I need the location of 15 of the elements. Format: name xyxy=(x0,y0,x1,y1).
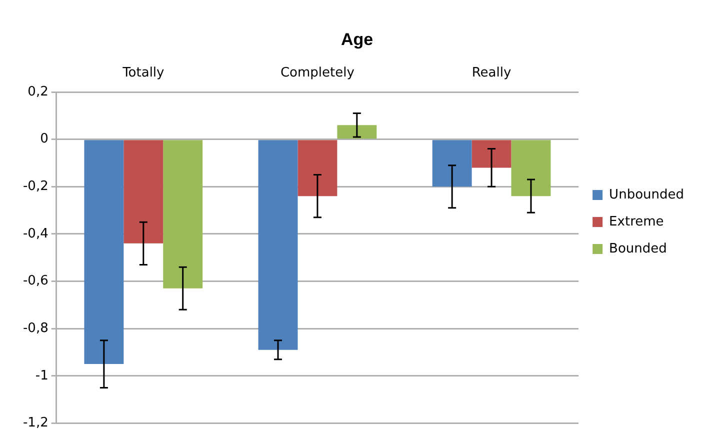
legend-label: Unbounded xyxy=(609,187,684,202)
y-tick-label: -1,2 xyxy=(22,416,48,431)
legend-label: Bounded xyxy=(609,241,667,256)
y-tick-label: -1 xyxy=(35,368,48,384)
x-tick-label: Totally xyxy=(122,66,165,81)
y-tick-label: -0,8 xyxy=(22,320,48,336)
y-tick-label: -0,6 xyxy=(22,274,48,289)
x-tick-label: Completely xyxy=(280,66,355,81)
y-tick-label: 0 xyxy=(40,132,48,147)
legend-label: Extreme xyxy=(609,214,664,230)
chart-title: Age xyxy=(340,30,374,49)
y-tick-label: -0,4 xyxy=(22,226,48,242)
y-tick-label: -0,2 xyxy=(22,179,48,194)
y-tick-label: 0,2 xyxy=(28,84,48,100)
x-tick-label: Really xyxy=(472,66,512,81)
